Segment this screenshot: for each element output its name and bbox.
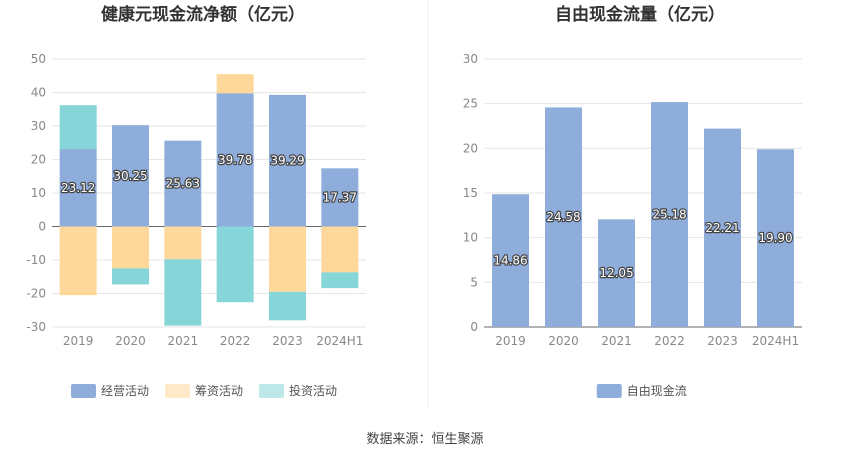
data-label: 14.86	[493, 254, 527, 268]
legend-label: 筹资活动	[195, 384, 243, 398]
bar-2	[164, 226, 202, 260]
bar-2	[321, 226, 359, 273]
y-tick-label: 25	[463, 97, 478, 111]
x-tick-label: 2021	[601, 334, 632, 348]
bar-1	[321, 168, 359, 227]
x-tick-label: 2023	[272, 334, 303, 348]
bar-3	[269, 291, 306, 321]
y-tick-label: 0	[470, 320, 478, 334]
data-label: 12.05	[599, 266, 633, 280]
y-tick-label: 40	[31, 86, 46, 100]
y-tick-label: 10	[31, 186, 46, 200]
chart-1-title: 健康元现金流净额（亿元）	[101, 4, 305, 25]
data-label: 22.21	[705, 221, 739, 235]
bar-1	[112, 125, 149, 227]
bar-1	[164, 140, 202, 227]
bar-3	[321, 272, 359, 289]
x-tick-label: 2024H1	[316, 334, 363, 348]
chart-2-plot: 0 5 10 15 20 25 30 2019 14.86 2020 24.58 2021 12.05 2…	[463, 52, 802, 348]
x-tick-label: 2019	[495, 334, 526, 348]
x-tick-label: 2019	[63, 334, 94, 348]
chart-1-plot: -30 -20 -10 0 10 20 30 40 50 2019 23.12 2020 30.25 20…	[26, 52, 366, 348]
legend-swatch	[259, 384, 284, 398]
bar-1	[492, 194, 529, 327]
legend-swatch	[71, 384, 96, 398]
bar-3	[112, 268, 149, 285]
y-tick-label: 15	[463, 186, 478, 200]
x-tick-label: 2020	[548, 334, 579, 348]
bar-2	[59, 226, 97, 296]
bar-3	[164, 259, 202, 326]
x-tick-label: 2023	[707, 334, 738, 348]
bar-1	[757, 149, 794, 327]
y-tick-label: 5	[470, 275, 478, 289]
bar-1	[216, 93, 254, 227]
bar-1	[598, 219, 635, 327]
x-tick-label: 2022	[220, 334, 251, 348]
legend-swatch	[596, 384, 622, 398]
data-label: 19.90	[758, 231, 792, 245]
bar-3	[216, 226, 254, 303]
y-tick-label: -10	[26, 253, 46, 267]
legend-label: 经营活动	[101, 384, 149, 398]
y-tick-label: 20	[31, 153, 46, 167]
data-label: 25.63	[166, 177, 200, 191]
y-tick-label: 10	[463, 231, 478, 245]
y-tick-label: -30	[26, 320, 46, 334]
y-tick-label: 0	[38, 220, 46, 234]
data-label: 17.37	[323, 190, 357, 204]
chart-2-title: 自由现金流量（亿元）	[555, 4, 725, 25]
bar-2	[216, 74, 254, 94]
bar-1	[269, 94, 306, 227]
data-label: 25.18	[652, 208, 686, 222]
bar-2	[269, 226, 306, 292]
data-label: 39.29	[270, 154, 304, 168]
y-tick-label: 20	[463, 141, 478, 155]
y-tick-label: 50	[31, 52, 46, 66]
bar-1	[704, 128, 741, 327]
chart-1-legend: 经营活动 筹资活动 投资活动	[71, 383, 337, 398]
bar-1	[59, 149, 97, 227]
x-tick-label: 2020	[115, 334, 146, 348]
data-label: 23.12	[61, 181, 95, 195]
legend-label: 投资活动	[289, 383, 337, 398]
bar-1	[545, 107, 582, 327]
bar-1	[651, 102, 688, 327]
y-tick-label: -20	[26, 287, 46, 301]
y-tick-label: 30	[31, 119, 46, 133]
data-label: 30.25	[113, 169, 147, 183]
source-note: 数据来源：恒生聚源	[366, 432, 483, 447]
data-label: 39.78	[218, 153, 252, 167]
bar-2	[112, 226, 149, 269]
y-tick-label: 30	[463, 52, 478, 66]
x-tick-label: 2021	[168, 334, 199, 348]
data-label: 24.58	[546, 210, 580, 224]
bar-3	[59, 105, 97, 150]
chart-2-legend: 自由现金流	[596, 383, 687, 398]
legend-label: 自由现金流	[627, 383, 687, 398]
x-tick-label: 2022	[654, 334, 685, 348]
legend-swatch	[165, 384, 190, 398]
x-tick-label: 2024H1	[752, 334, 799, 348]
